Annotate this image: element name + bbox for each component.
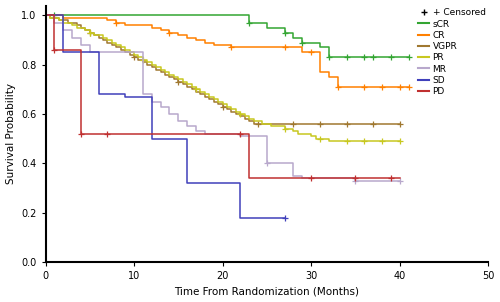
X-axis label: Time From Randomization (Months): Time From Randomization (Months) [174, 286, 360, 297]
Legend: + Censored, sCR, CR, VGPR, PR, MR, SD, PD: + Censored, sCR, CR, VGPR, PR, MR, SD, P… [416, 6, 488, 98]
Y-axis label: Survival Probability: Survival Probability [6, 83, 16, 184]
